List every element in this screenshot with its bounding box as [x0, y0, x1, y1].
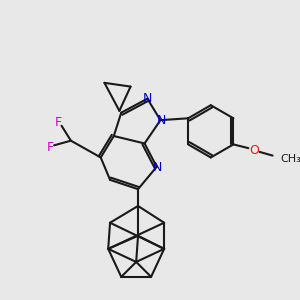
Text: N: N: [153, 161, 162, 174]
Text: F: F: [54, 116, 61, 130]
Text: N: N: [157, 114, 166, 127]
Text: CH₃: CH₃: [280, 154, 300, 164]
Text: F: F: [47, 141, 54, 154]
Text: N: N: [143, 92, 152, 105]
Text: O: O: [249, 143, 259, 157]
